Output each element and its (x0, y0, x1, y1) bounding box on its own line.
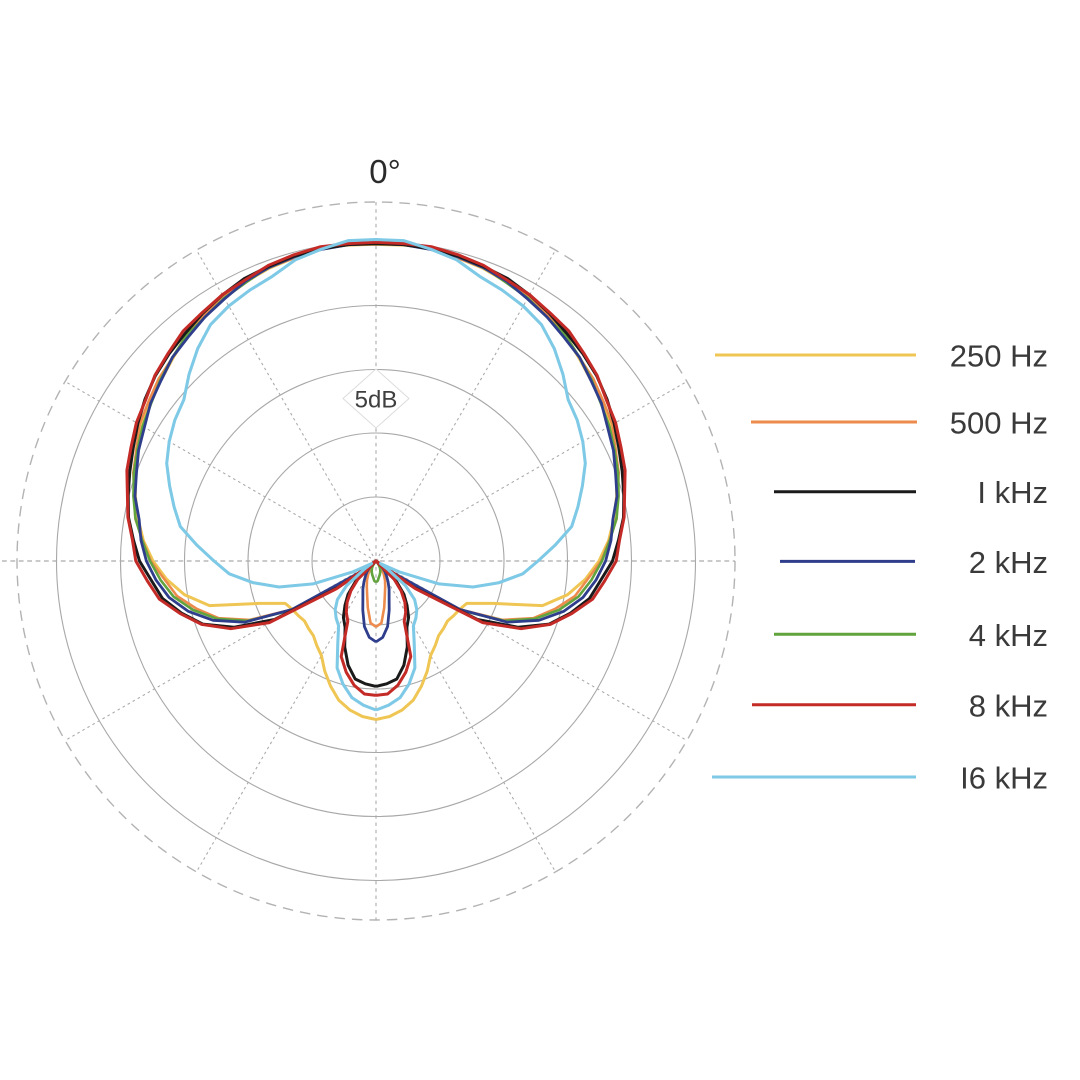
svg-text:I kHz: I kHz (977, 475, 1048, 510)
svg-text:0°: 0° (369, 153, 401, 190)
svg-text:500 Hz: 500 Hz (950, 406, 1048, 441)
svg-text:250 Hz: 250 Hz (950, 339, 1048, 374)
svg-text:5dB: 5dB (355, 387, 398, 414)
svg-text:4 kHz: 4 kHz (969, 618, 1048, 653)
svg-text:2 kHz: 2 kHz (969, 545, 1048, 580)
svg-text:I6 kHz: I6 kHz (960, 761, 1048, 796)
svg-text:8 kHz: 8 kHz (969, 688, 1048, 723)
